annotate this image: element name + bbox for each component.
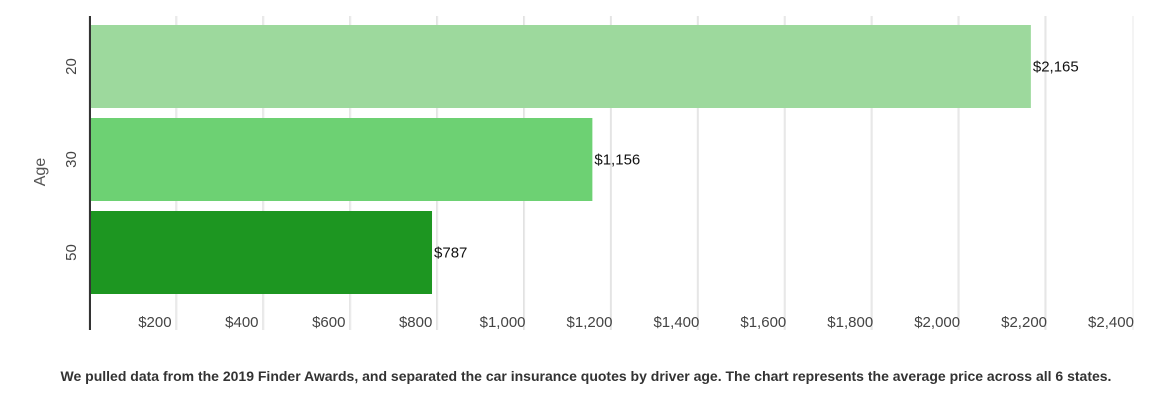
x-tick-label: $2,400: [1088, 314, 1134, 331]
bar-age-20: [90, 25, 1031, 108]
category-label: 50: [63, 244, 80, 261]
x-tick-label: $1,000: [480, 314, 526, 331]
x-tick-label: $1,600: [740, 314, 786, 331]
data-label: $787: [434, 245, 467, 262]
bar-chart: $200 $400 $600 $800 $1,000 $1,200 $1,400 $1,600…: [32, 16, 1134, 331]
chart-caption: We pulled data from the 2019 Finder Awar…: [60, 368, 1112, 384]
bar-age-30: [90, 118, 593, 201]
category-labels: 20 30 50: [63, 58, 80, 261]
y-axis-title: Age: [32, 158, 49, 187]
data-labels: $2,165 $1,156 $787: [434, 59, 1079, 262]
bar-age-50: [90, 211, 433, 294]
x-tick-label: $2,000: [914, 314, 960, 331]
x-tick-label: $1,200: [567, 314, 613, 331]
data-label: $2,165: [1033, 59, 1079, 76]
x-tick-label: $800: [399, 314, 432, 331]
x-tick-label: $1,400: [653, 314, 699, 331]
x-tick-label: $600: [312, 314, 345, 331]
category-label: 30: [63, 151, 80, 168]
x-tick-label: $2,200: [1001, 314, 1047, 331]
category-label: 20: [63, 58, 80, 75]
x-tick-label: $400: [225, 314, 258, 331]
x-tick-label: $1,800: [827, 314, 873, 331]
bars: [90, 25, 1031, 294]
data-label: $1,156: [594, 152, 640, 169]
x-tick-label: $200: [138, 314, 171, 331]
x-tick-labels: $200 $400 $600 $800 $1,000 $1,200 $1,400 $1,600…: [138, 314, 1134, 331]
